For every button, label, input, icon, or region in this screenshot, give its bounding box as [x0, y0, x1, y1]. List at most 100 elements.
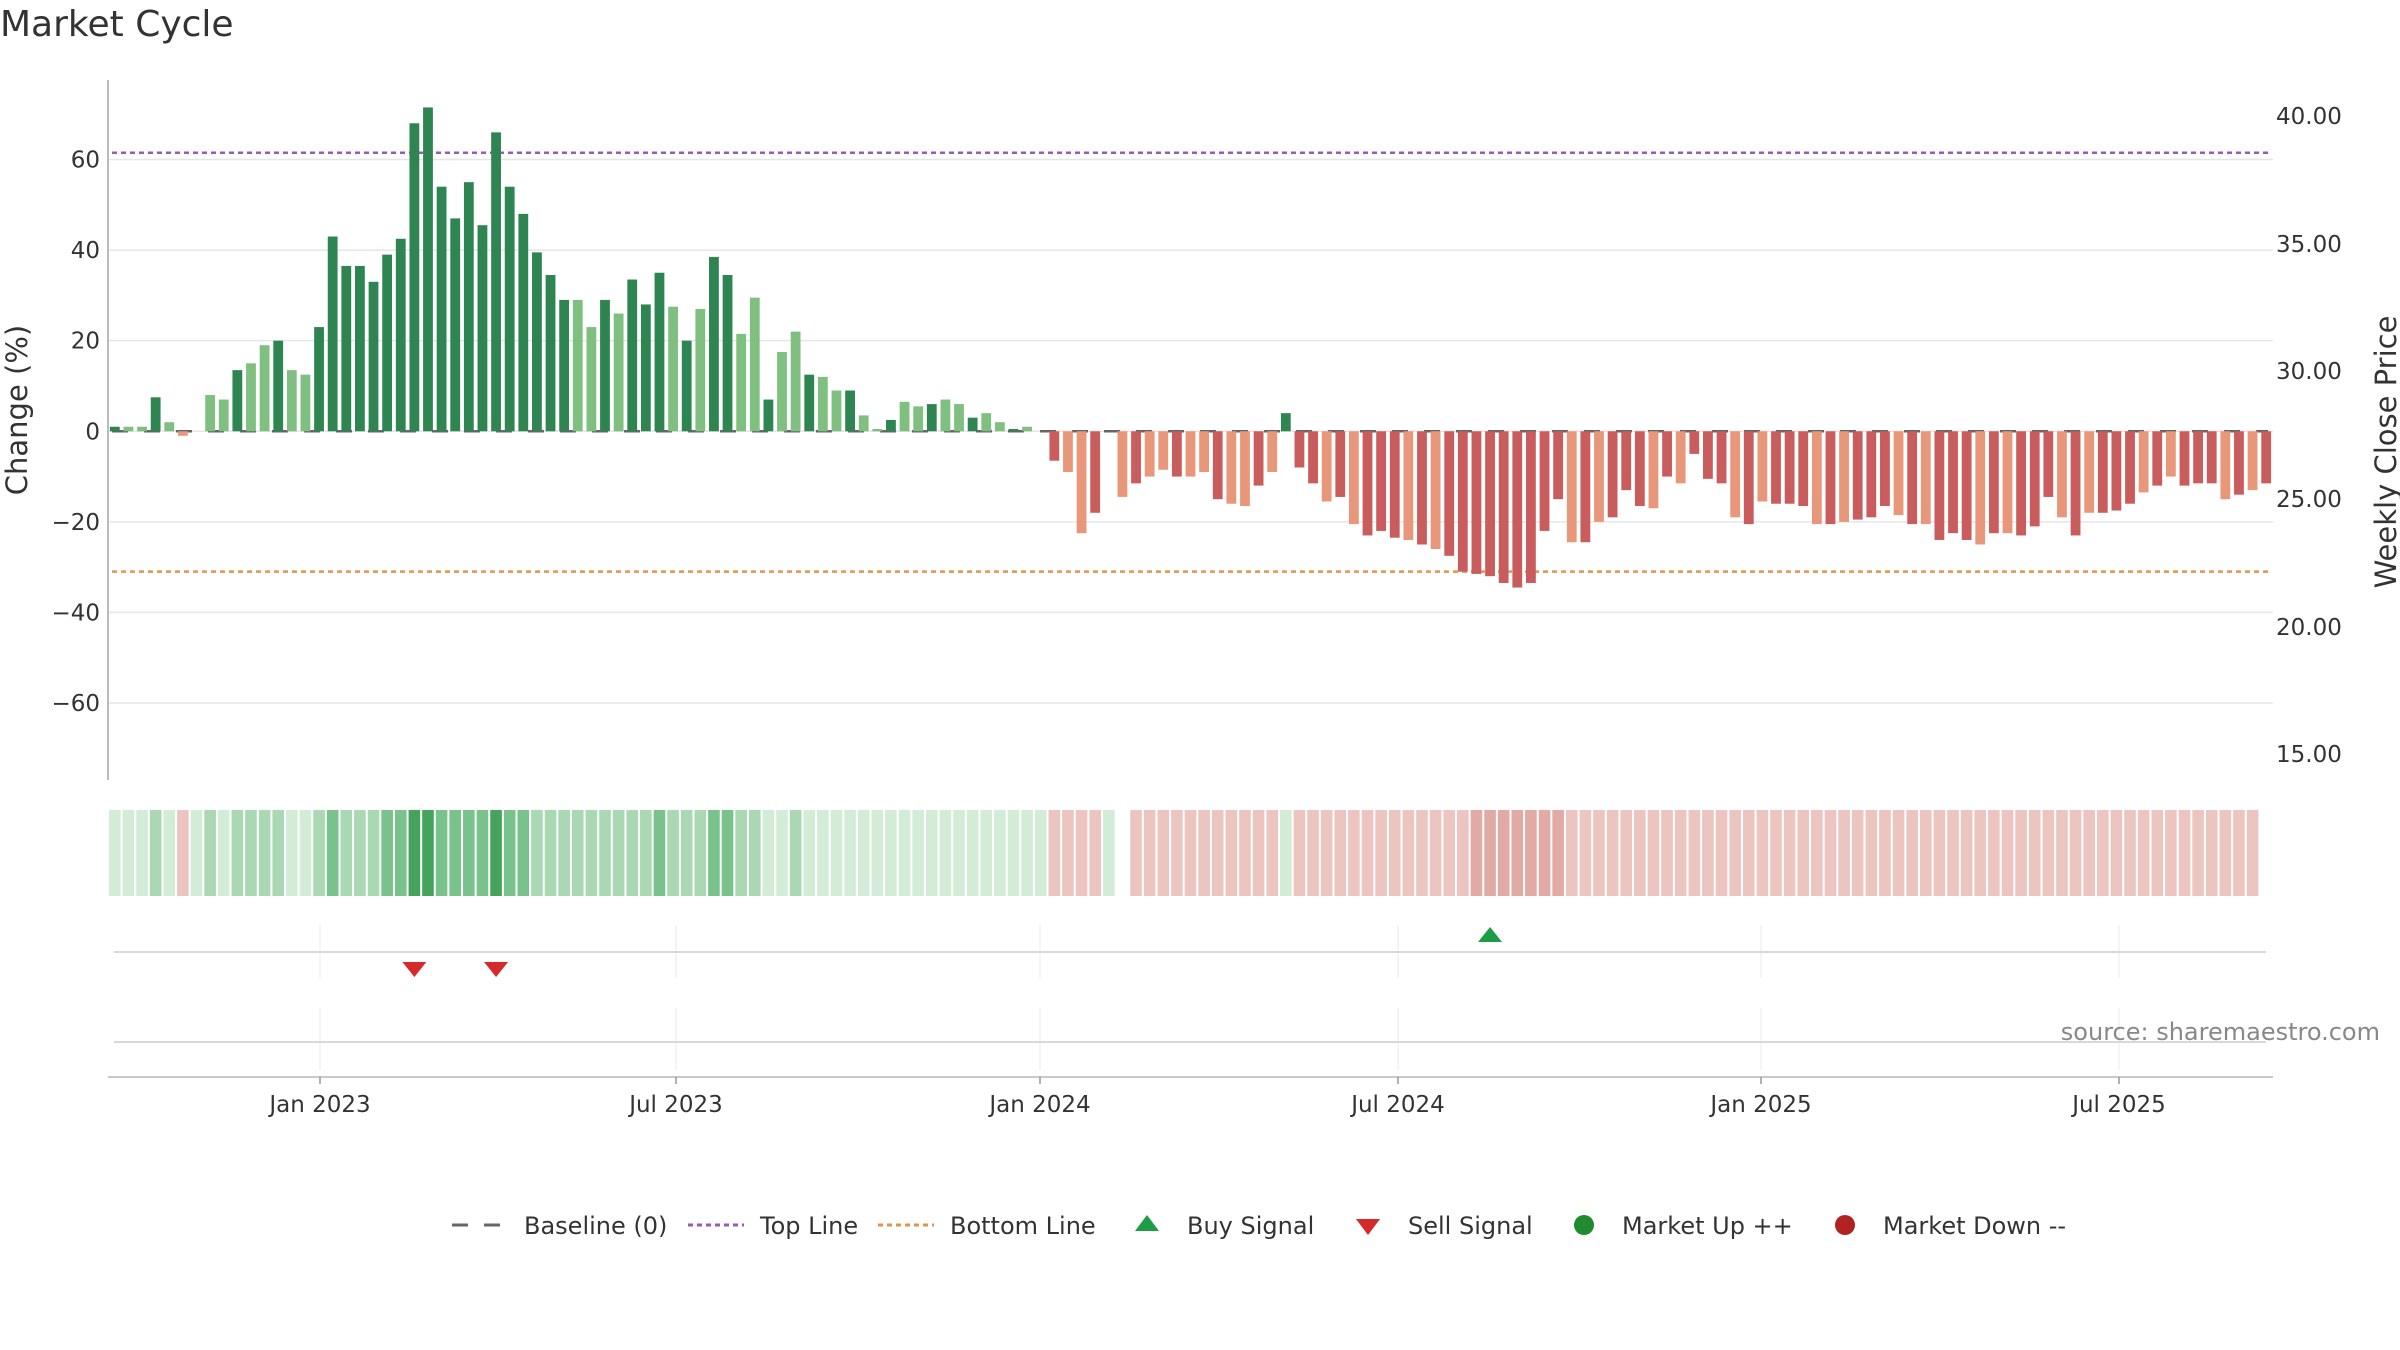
heat-cell — [1606, 810, 1619, 896]
bar — [463, 182, 474, 432]
bar — [1961, 431, 1972, 540]
heat-cell — [1470, 810, 1483, 896]
bar — [749, 297, 760, 432]
bar — [491, 132, 501, 432]
heat-cell — [340, 810, 353, 896]
y-tick-label: −20 — [51, 510, 100, 536]
bar — [395, 238, 406, 432]
legend-label: Top Line — [759, 1212, 858, 1240]
bar — [981, 413, 992, 432]
bar — [1063, 431, 1073, 473]
bar — [164, 422, 175, 432]
bar — [940, 399, 951, 432]
heat-cell — [109, 810, 121, 896]
bar — [1498, 431, 1509, 583]
x-tick-label: Jul 2024 — [1349, 1092, 1445, 1118]
bar — [1240, 431, 1250, 506]
heat-cell — [830, 810, 843, 896]
buy-signal-marker — [1478, 927, 1503, 942]
bar — [1171, 431, 1182, 477]
heat-cell — [1388, 810, 1401, 896]
bar — [1457, 431, 1468, 572]
heat-cell — [680, 810, 693, 896]
bar — [2152, 431, 2163, 486]
heat-cell — [844, 810, 856, 896]
bar — [137, 426, 147, 432]
heat-cell — [1988, 810, 2000, 896]
bar — [1825, 431, 1836, 525]
bar — [1362, 431, 1373, 536]
bar — [1444, 431, 1455, 556]
heat-cell — [1715, 810, 1728, 896]
bar — [872, 429, 883, 432]
bar — [341, 265, 352, 432]
bar — [1022, 426, 1033, 432]
legend-label: Market Up ++ — [1622, 1212, 1793, 1240]
x-axis: Jan 2023 Jul 2023 Jan 2024 Jul 2024 Jan 2025… — [108, 1076, 2273, 1118]
bar — [1131, 431, 1141, 484]
y-tick-label: −60 — [51, 691, 100, 717]
heat-cell — [1620, 810, 1633, 896]
heat-cell — [1579, 810, 1592, 896]
bar — [831, 390, 842, 432]
bar — [450, 218, 461, 432]
bar — [273, 340, 284, 432]
y2-tick-label: 40.00 — [2276, 104, 2342, 130]
heat-cell — [1184, 810, 1197, 896]
heat-cell — [1157, 810, 1170, 896]
heat-cell — [2246, 810, 2259, 896]
heat-cell — [2178, 810, 2191, 896]
heat-cell — [1443, 810, 1456, 896]
bar — [1866, 431, 1877, 518]
bar — [1703, 431, 1713, 479]
bar — [600, 299, 610, 432]
heat-cell — [1756, 810, 1769, 896]
bar — [545, 275, 556, 432]
heat-cell — [599, 810, 611, 896]
heat-cell — [1102, 810, 1115, 896]
y2-tick-label: 15.00 — [2276, 742, 2342, 768]
bar — [2125, 431, 2135, 504]
heat-cell — [2015, 810, 2027, 896]
y2-tick-label: 30.00 — [2276, 359, 2342, 385]
bar — [1376, 431, 1387, 531]
bar — [1648, 431, 1659, 509]
bar — [2206, 431, 2217, 484]
bar — [368, 281, 379, 432]
bar — [177, 431, 188, 436]
heat-cell — [422, 810, 434, 896]
heat-cell — [1865, 810, 1878, 896]
heat-cell — [2056, 810, 2068, 896]
heat-cell — [1838, 810, 1850, 896]
heat-cell — [381, 810, 393, 896]
y-tick-label: 40 — [71, 238, 100, 264]
bar — [1526, 431, 1536, 583]
bar — [1948, 431, 1958, 534]
heat-cell — [1919, 810, 1932, 896]
bar — [409, 123, 420, 432]
heat-cell — [2151, 810, 2164, 896]
bar — [777, 352, 787, 432]
heat-cell — [1674, 810, 1687, 896]
bar — [1798, 431, 1809, 506]
heat-cell — [1661, 810, 1673, 896]
heat-cell — [1048, 810, 1061, 896]
heat-cell — [394, 810, 407, 896]
heat-cell — [939, 810, 952, 896]
bar — [1634, 431, 1645, 506]
bar — [300, 374, 311, 432]
heat-cell — [1239, 810, 1251, 896]
heat-cell — [925, 810, 938, 896]
bar — [205, 395, 216, 432]
heat-cell — [408, 810, 421, 896]
legend-label: Buy Signal — [1187, 1212, 1314, 1240]
bar — [1553, 431, 1564, 500]
bar — [1485, 431, 1495, 577]
bar — [1348, 431, 1359, 525]
bar — [1594, 431, 1604, 522]
heat-cell — [435, 810, 448, 896]
bar — [1335, 431, 1346, 497]
bar — [150, 397, 161, 432]
bar — [954, 404, 964, 432]
bar — [1607, 431, 1618, 518]
